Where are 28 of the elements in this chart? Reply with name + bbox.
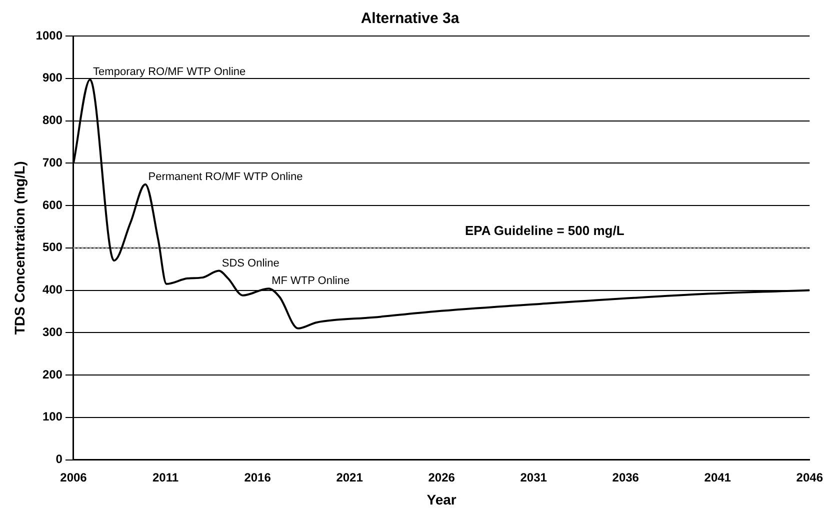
x-tick-label: 2031 xyxy=(520,470,548,484)
y-tick-label: 100 xyxy=(42,410,63,424)
chart-title: Alternative 3a xyxy=(360,10,460,28)
x-tick-label: 2011 xyxy=(152,470,179,484)
y-tick-label: 900 xyxy=(42,70,63,85)
y-tick-label: 200 xyxy=(42,367,63,382)
x-tick-label: 2041 xyxy=(704,470,732,484)
x-tick-label: 2046 xyxy=(796,470,824,484)
annotation: Temporary RO/MF WTP Online xyxy=(93,66,246,78)
y-tick-label: 600 xyxy=(42,198,63,212)
ref-line-label: EPA Guideline = 500 mg/L xyxy=(464,222,624,238)
x-tick-label: 2026 xyxy=(428,470,456,484)
y-tick-label: 400 xyxy=(42,282,63,297)
x-tick-label: 2016 xyxy=(244,470,272,484)
y-tick-label: 1000 xyxy=(36,28,63,42)
y-tick-label: 700 xyxy=(42,155,63,170)
y-tick-label: 800 xyxy=(42,113,63,128)
x-tick-label: 2021 xyxy=(336,470,364,484)
x-tick-label: 2036 xyxy=(612,470,640,484)
annotation: SDS Online xyxy=(222,257,280,270)
x-axis-title: Year xyxy=(426,491,457,508)
y-tick-label: 300 xyxy=(42,324,63,339)
annotation: MF WTP Online xyxy=(272,275,350,288)
annotation: Permanent RO/MF WTP Online xyxy=(148,170,303,183)
y-axis-title: TDS Concentration (mg/L) xyxy=(11,161,28,335)
x-tick-label: 2006 xyxy=(60,470,88,484)
y-tick-label: 0 xyxy=(56,452,63,466)
y-tick-label: 500 xyxy=(42,240,63,254)
